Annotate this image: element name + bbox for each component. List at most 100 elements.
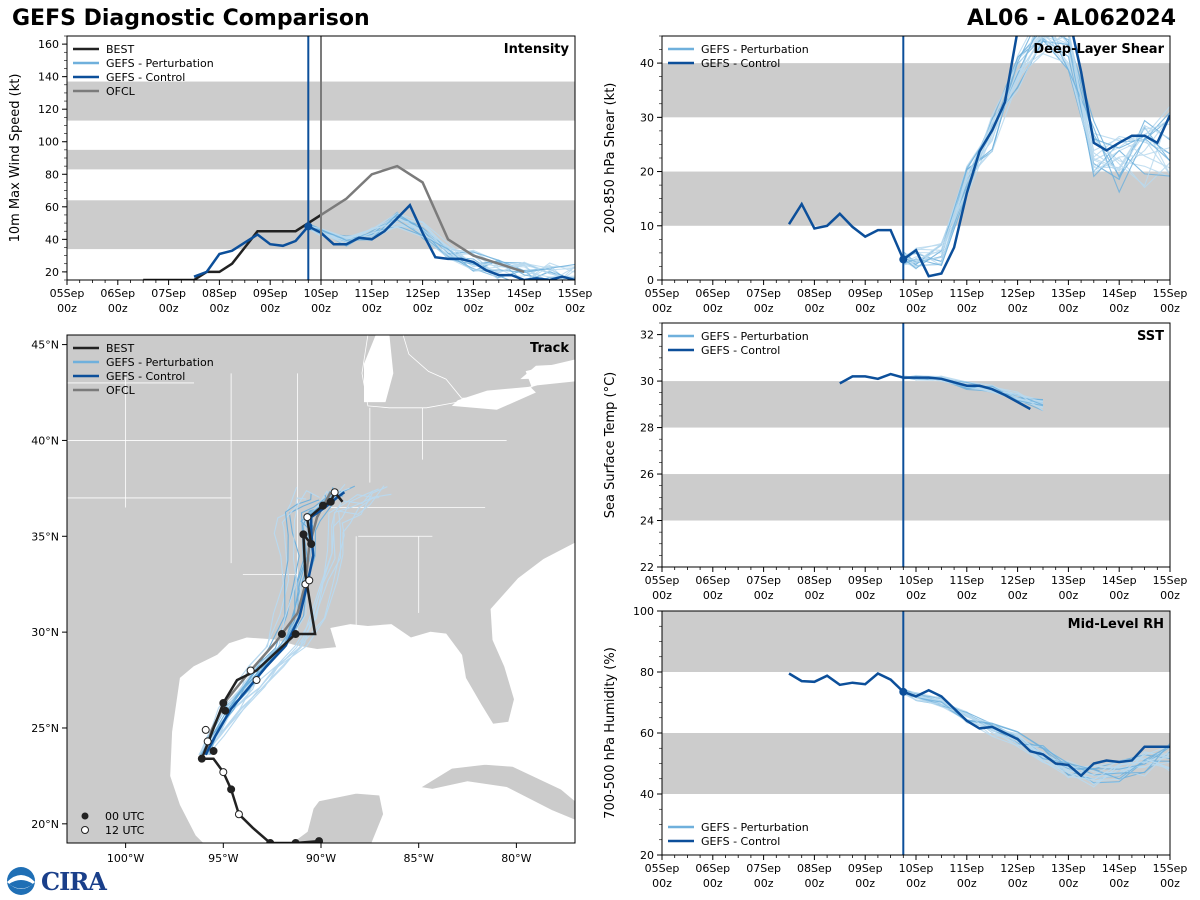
x-tick-label-hour: 00z	[413, 302, 433, 315]
x-tick-label-hour: 00z	[957, 877, 977, 890]
lake-michigan	[364, 335, 394, 403]
x-tick-label-hour: 00z	[1160, 589, 1180, 602]
x-tick-label-hour: 00z	[703, 302, 723, 315]
shaded-band	[662, 474, 1170, 521]
perturbation-track	[202, 490, 374, 756]
x-tick-label-hour: 00z	[855, 589, 875, 602]
x-tick-label-hour: 00z	[855, 302, 875, 315]
perturbation-line	[903, 692, 1170, 780]
best-point-12utc	[252, 676, 261, 685]
x-tick-label-hour: 00z	[1008, 877, 1028, 890]
legend-label: GEFS - Control	[701, 835, 780, 848]
x-tick-label-day: 12Sep	[1000, 287, 1035, 300]
x-tick-label-hour: 00z	[1160, 302, 1180, 315]
best-point-00utc	[197, 754, 206, 763]
legend-label: BEST	[106, 342, 134, 355]
x-tick-label-day: 10Sep	[899, 574, 934, 587]
legend-00utc-marker	[81, 812, 89, 820]
x-tick-label-day: 10Sep	[899, 287, 934, 300]
x-tick-label-hour: 00z	[1109, 589, 1129, 602]
x-tick-label-day: 05Sep	[50, 287, 85, 300]
y-tick-label: 45°N	[31, 339, 59, 352]
y-tick-label: 60	[640, 727, 654, 740]
y-tick-label: 20	[45, 266, 59, 279]
x-tick-label-hour: 00z	[210, 302, 230, 315]
x-tick-label-day: 10Sep	[304, 287, 339, 300]
perturbation-track	[207, 493, 392, 756]
y-tick-label: 30	[640, 111, 654, 124]
plot-area	[662, 372, 1170, 521]
legend-label: GEFS - Control	[701, 344, 780, 357]
y-tick-label: 20	[640, 849, 654, 862]
legend-label: OFCL	[106, 384, 136, 397]
legend-label: GEFS - Perturbation	[701, 330, 809, 343]
x-tick-label: 80°W	[501, 852, 531, 865]
figure-title: GEFS Diagnostic Comparison	[12, 6, 370, 31]
y-tick-label: 24	[640, 515, 654, 528]
x-tick-label-day: 09Sep	[848, 287, 883, 300]
y-tick-label: 20°N	[31, 818, 59, 831]
x-tick-label-day: 06Sep	[100, 287, 135, 300]
best-point-00utc	[315, 837, 324, 843]
land-cuba	[419, 763, 575, 821]
plot-area	[662, 611, 1170, 794]
x-tick-label-day: 05Sep	[645, 862, 680, 875]
best-point-12utc	[203, 737, 212, 746]
legend-00utc-label: 00 UTC	[105, 810, 145, 823]
panel-title: SST	[1137, 329, 1164, 344]
x-tick-label-day: 05Sep	[645, 574, 680, 587]
x-tick-label-day: 09Sep	[848, 574, 883, 587]
y-axis-label: Sea Surface Temp (°C)	[603, 372, 618, 519]
y-tick-label: 160	[38, 38, 59, 51]
y-tick-label: 120	[38, 103, 59, 116]
x-tick-label-day: 07Sep	[151, 287, 186, 300]
noaa-cira-logo-icon	[7, 867, 35, 895]
perturbation-line	[902, 53, 1170, 261]
rh-panel: 05Sep 00z 06Sep 00z 07Sep 00z 08Sep 00z 09Sep 00z…	[603, 605, 1187, 890]
best-point-00utc	[318, 501, 327, 510]
control-line	[839, 372, 1031, 411]
y-tick-label: 140	[38, 71, 59, 84]
x-tick-label-day: 07Sep	[746, 862, 781, 875]
perturbation-line	[903, 691, 1170, 788]
perturbation-track	[200, 494, 327, 756]
x-tick-label-day: 15Sep	[1153, 574, 1188, 587]
best-point-12utc	[305, 576, 314, 585]
y-tick-label: 10	[640, 220, 654, 233]
x-tick-label-hour: 00z	[957, 302, 977, 315]
x-tick-label-day: 08Sep	[797, 287, 832, 300]
x-tick-label-hour: 00z	[703, 877, 723, 890]
x-tick-label-hour: 00z	[754, 589, 774, 602]
legend-label: OFCL	[106, 85, 136, 98]
y-tick-label: 80	[45, 168, 59, 181]
x-tick-label-day: 12Sep	[405, 287, 440, 300]
sst-panel: 05Sep 00z 06Sep 00z 07Sep 00z 08Sep 00z 09Sep 00z…	[603, 322, 1188, 602]
x-tick-label-hour: 00z	[57, 302, 77, 315]
perturbation-track	[202, 487, 334, 756]
best-point-00utc	[227, 785, 236, 794]
x-tick-label-day: 10Sep	[899, 862, 934, 875]
best-point-12utc	[219, 768, 228, 777]
y-tick-label: 25°N	[31, 722, 59, 735]
x-tick-label-day: 06Sep	[695, 574, 730, 587]
x-tick-label-day: 13Sep	[1051, 574, 1086, 587]
best-point-00utc	[291, 839, 300, 843]
perturbation-track	[203, 488, 379, 756]
perturbation-line	[308, 219, 575, 273]
x-tick-label-hour: 00z	[652, 589, 672, 602]
perturbation-track	[199, 489, 320, 756]
y-tick-label: 22	[640, 561, 654, 574]
x-tick-label-day: 07Sep	[746, 574, 781, 587]
track-panel: 100°W 95°W 90°W 85°W 80°W 20°N 25°N 30°N 35°N 40°…	[31, 334, 576, 865]
perturbation-line	[308, 225, 575, 280]
best-point-12utc	[303, 513, 312, 522]
x-tick-label-hour: 00z	[906, 302, 926, 315]
land-yucatan	[291, 792, 384, 843]
x-tick-label-hour: 00z	[1008, 589, 1028, 602]
shaded-band	[662, 171, 1170, 226]
current-point	[304, 222, 313, 231]
legend-label: BEST	[106, 43, 134, 56]
best-point-00utc	[221, 706, 230, 715]
x-tick-label-hour: 00z	[565, 302, 585, 315]
x-tick-label-day: 14Sep	[1102, 287, 1137, 300]
